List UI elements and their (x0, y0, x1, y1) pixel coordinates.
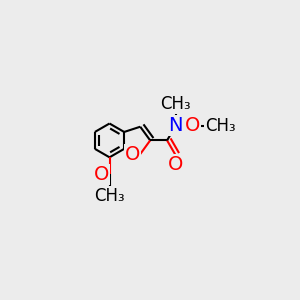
Text: CH₃: CH₃ (205, 117, 236, 135)
Text: O: O (125, 145, 140, 164)
Text: CH₃: CH₃ (160, 95, 191, 113)
Text: O: O (168, 155, 183, 174)
Text: N: N (168, 116, 183, 135)
Text: O: O (185, 116, 200, 135)
Text: O: O (94, 165, 110, 184)
Text: CH₃: CH₃ (94, 187, 125, 205)
